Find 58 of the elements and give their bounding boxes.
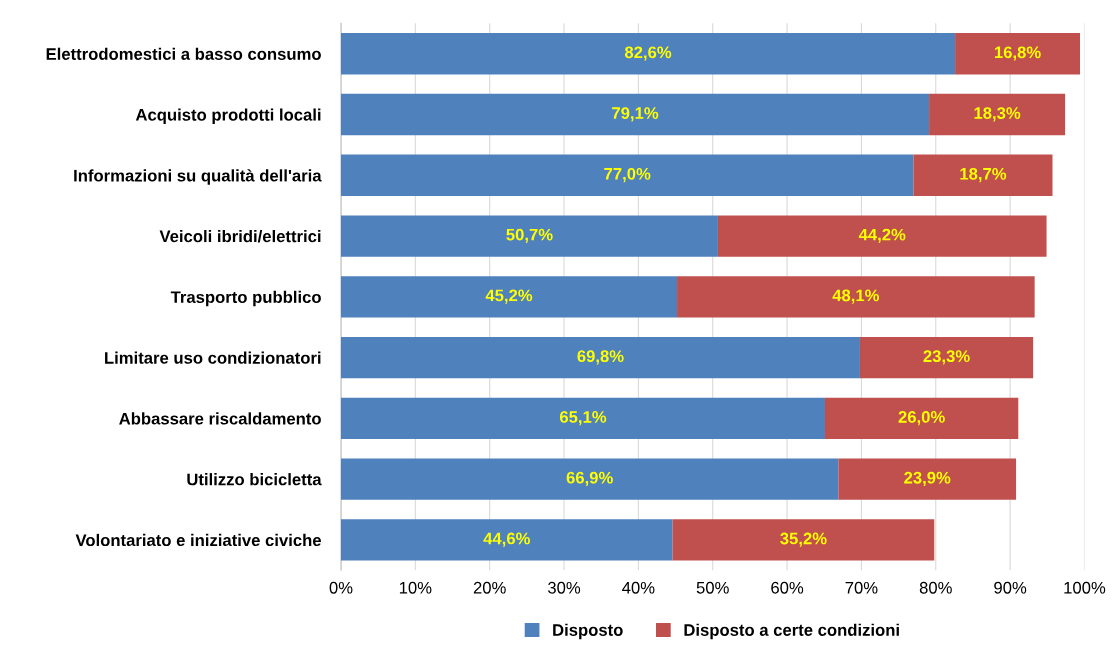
bar [717,215,1047,257]
x-tick-label: 80% [919,581,952,594]
y-tick-label: Volontariato e iniziative civiche [75,533,321,547]
bar [340,93,930,136]
x-tick-label: 0% [329,581,353,594]
legend-label: Disposto a certe condizioni [684,623,899,640]
bar [677,276,1035,318]
data-label: 66,9% [566,471,613,487]
data-label: 16,8% [994,46,1041,61]
x-tick-label: 50% [696,581,729,594]
bar [340,154,914,196]
data-label: 23,3% [923,350,970,365]
y-tick-label: Elettrodomestici a basso consumo [46,47,321,60]
bar [955,33,1080,75]
bar [929,93,1066,136]
bar [838,458,1017,500]
data-label: 35,2% [780,532,827,547]
data-label: 18,3% [974,107,1021,122]
data-label: 82,6% [624,46,672,61]
x-tick-label: 40% [622,581,655,594]
x-tick-label: 20% [473,581,506,594]
data-label: 69,8% [577,350,624,365]
bar [340,397,825,440]
data-label: 44,6% [483,532,530,547]
data-label: 26,0% [898,411,945,426]
legend-label: Disposto [553,623,623,640]
x-tick-label: 60% [771,581,804,594]
y-tick-label: Utilizzo bicicletta [187,473,322,486]
y-tick-label: Veicoli ibridi/elettrici [159,230,321,243]
data-label: 45,2% [485,289,533,304]
y-tick-label: Trasporto pubblico [170,290,321,307]
x-tick-label: 10% [399,581,432,594]
data-label: 65,1% [559,411,607,426]
y-tick-label: Acquisto prodotti locali [135,108,321,124]
bar [340,33,956,75]
data-label: 44,2% [858,228,906,243]
data-label: 23,9% [904,471,951,487]
data-label: 18,7% [960,167,1007,183]
bar [340,458,839,500]
data-label: 50,7% [506,228,553,243]
bar [340,336,860,379]
bar [340,215,718,257]
x-tick-label: 70% [845,581,878,594]
y-tick-label: Abbassare riscaldamento [119,412,321,425]
bar [340,276,678,318]
data-label: 79,1% [612,107,659,122]
x-tick-label: 90% [994,581,1027,594]
bar [859,336,1034,379]
data-label: 48,1% [832,289,880,304]
x-tick-label: 30% [547,581,581,594]
bar [672,519,935,561]
x-tick-label: 100% [1064,581,1106,594]
bar [913,154,1053,196]
data-label: 77,0% [604,167,651,183]
bar [340,519,673,561]
y-tick-label: Limitare uso condizionatori [105,351,321,364]
y-tick-label: Informazioni su qualità dell'aria [74,169,322,185]
bar [824,397,1019,440]
